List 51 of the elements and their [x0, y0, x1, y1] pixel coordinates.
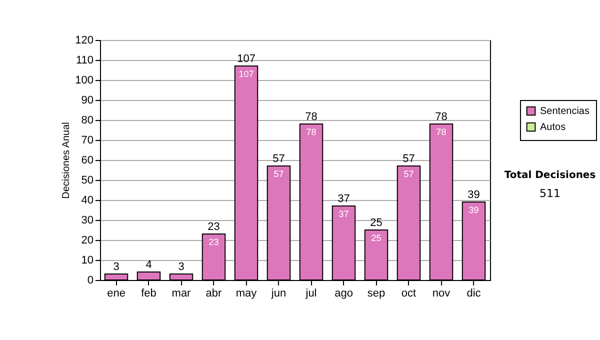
data-label: 57: [274, 169, 284, 179]
y-tick-label: 110: [76, 54, 94, 66]
x-tick-label: nov: [432, 288, 451, 300]
data-label: 39: [468, 205, 479, 215]
total-label: 107: [237, 53, 256, 65]
data-label: 57: [404, 169, 414, 179]
y-tick-label: 90: [81, 94, 94, 106]
y-tick-label: 70: [81, 134, 94, 146]
total-label: 3: [113, 261, 120, 273]
data-label: 23: [208, 237, 219, 247]
x-tick-label: ago: [334, 288, 353, 300]
y-tick-label: 80: [81, 114, 94, 126]
data-label: 78: [306, 127, 316, 137]
x-tick-label: sep: [367, 288, 386, 300]
y-tick-label: 60: [81, 154, 94, 166]
total-label: 78: [305, 111, 318, 123]
x-tick-label: abr: [206, 288, 222, 300]
total-label: 3: [178, 261, 184, 273]
x-tick-label: jun: [270, 288, 286, 300]
total-label: 39: [468, 189, 480, 201]
y-tick-label: 10: [81, 254, 94, 266]
total-label: 23: [208, 221, 220, 233]
x-tick-label: mar: [172, 288, 192, 300]
y-tick-label: 20: [81, 234, 94, 246]
y-tick-label: 30: [81, 214, 94, 226]
data-label: 25: [371, 233, 382, 243]
y-tick-label: 0: [87, 274, 94, 286]
total-label: 37: [338, 193, 350, 205]
y-tick-label: 40: [81, 194, 94, 206]
x-tick-label: ene: [107, 288, 126, 300]
x-tick-label: feb: [141, 288, 156, 300]
y-tick-label: 100: [75, 74, 94, 86]
y-tick-label: 50: [81, 174, 94, 186]
total-label: 4: [146, 259, 152, 271]
text: Total Decisiones: [503, 170, 597, 181]
y-axis-title: Decisiones Anual: [61, 122, 72, 199]
x-tick-label: jul: [304, 288, 317, 300]
data-label: 78: [436, 127, 446, 137]
total-label: 78: [435, 111, 448, 123]
x-tick-label: oct: [401, 288, 416, 300]
total-label: 57: [402, 153, 415, 165]
total-label: 25: [370, 217, 382, 229]
data-label: 107: [238, 69, 254, 79]
text: 511: [538, 187, 562, 200]
total-label: 57: [272, 153, 285, 165]
y-tick-label: 120: [75, 34, 94, 46]
legend-label: Autos: [540, 122, 566, 133]
x-tick-label: may: [236, 288, 258, 300]
data-label: 37: [338, 209, 349, 219]
legend-label: Sentencias: [540, 106, 590, 117]
x-tick-label: dic: [466, 288, 482, 300]
